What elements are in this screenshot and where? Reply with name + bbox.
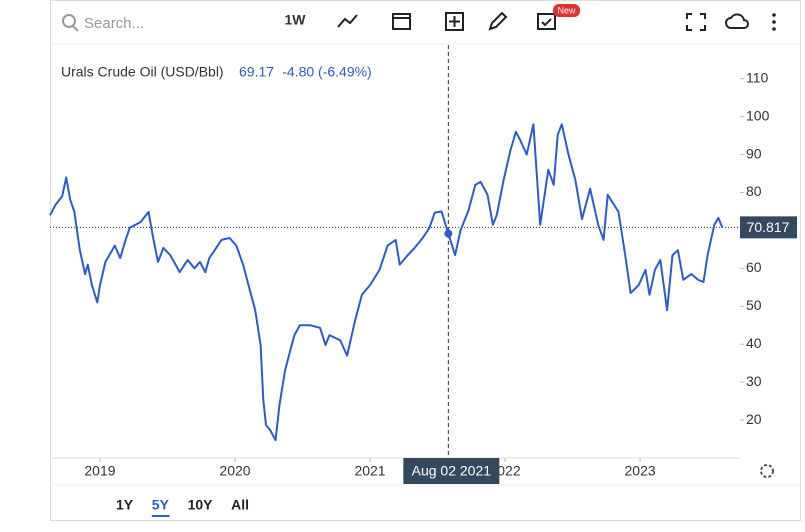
download-icon[interactable]	[725, 13, 749, 29]
crosshair-point	[444, 229, 453, 238]
new-badge	[553, 4, 580, 17]
search-icon	[72, 25, 79, 32]
search-placeholder: Search...	[84, 15, 144, 32]
x-tick-label: 2023	[625, 463, 656, 479]
crosshair-tag	[403, 458, 500, 484]
price-line	[49, 123, 724, 442]
legend-title: Urals Crude Oil (USD/Bbl)	[61, 64, 224, 80]
y-tick-label: 80	[746, 183, 762, 199]
x-tick-label: 2019	[84, 463, 115, 479]
legend-change: -4.80 (-6.49%)	[282, 64, 371, 80]
y-tick-label: 100	[746, 107, 770, 123]
legend-value: 69.17	[239, 64, 274, 80]
add-icon[interactable]	[445, 12, 464, 31]
settings-icon[interactable]	[760, 464, 774, 478]
range-button[interactable]: All	[231, 497, 249, 513]
new-badge-text: New	[557, 5, 576, 15]
last-price-label: 70.817	[747, 219, 790, 235]
y-tick-label: 40	[746, 335, 762, 351]
calendar-icon[interactable]	[392, 13, 411, 30]
y-tick-label: 90	[746, 145, 762, 161]
menu-icon	[772, 27, 776, 31]
search-icon	[62, 14, 76, 28]
x-tick-label: 2020	[219, 463, 250, 479]
menu-icon[interactable]	[772, 13, 776, 17]
y-tick-label: 110	[746, 69, 769, 85]
y-tick-label: 30	[746, 373, 762, 389]
draw-icon[interactable]	[488, 11, 508, 31]
y-tick-label: 50	[746, 297, 762, 313]
range-button[interactable]: 5Y	[152, 497, 170, 513]
search-box[interactable]	[56, 8, 256, 38]
last-price-tag	[740, 216, 797, 239]
events-icon[interactable]	[537, 13, 556, 30]
menu-icon	[772, 20, 776, 24]
fullscreen-icon[interactable]	[686, 13, 706, 31]
interval-button[interactable]: 1W	[285, 12, 307, 28]
chart-type-icon[interactable]	[337, 14, 358, 28]
crosshair-label: Aug 02 2021	[412, 463, 492, 479]
y-tick-label: 60	[746, 259, 762, 275]
y-tick-label: 20	[746, 411, 762, 427]
frame	[50, 0, 801, 521]
events-icon	[541, 18, 552, 27]
range-button[interactable]: 10Y	[188, 497, 214, 513]
range-button[interactable]: 1Y	[116, 497, 134, 513]
add-icon	[449, 16, 460, 27]
x-tick-label: 2021	[354, 463, 385, 479]
